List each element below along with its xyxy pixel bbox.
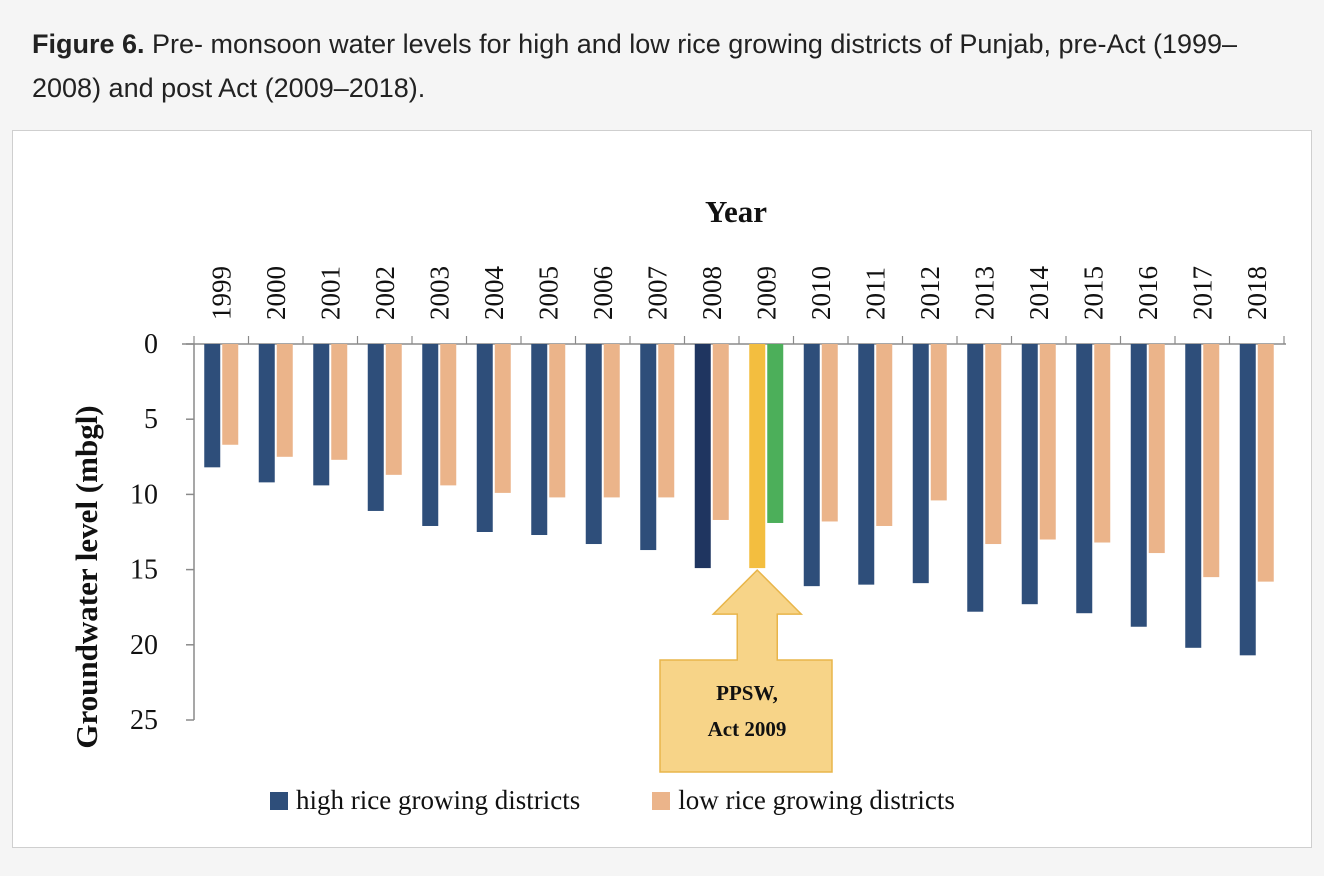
bar-low-2010 [821,344,838,522]
callout-line-2: Act 2009 [708,717,787,741]
bar-low-2016 [1148,344,1165,554]
x-tick-label: 2012 [915,266,945,320]
bar-high-2015 [1076,344,1093,614]
x-tick-label: 2008 [697,266,727,320]
legend-swatch-high [270,791,288,810]
bar-high-2016 [1130,344,1147,627]
bar-low-2018 [1257,344,1274,582]
x-axis-title: Year [705,194,767,229]
bar-high-2002 [367,344,384,511]
bar-low-2007 [658,344,675,498]
bar-low-1999 [222,344,239,445]
x-tick-label: 2014 [1024,266,1054,321]
bar-high-2006 [585,344,602,545]
legend-item-high: high rice growing districts [270,785,580,816]
bar-low-2009 [767,344,784,523]
bar-low-2000 [276,344,293,457]
bar-low-2001 [331,344,348,460]
bar-low-2006 [603,344,620,498]
y-tick-label: 0 [144,329,158,360]
bar-high-2003 [422,344,439,526]
bar-high-2007 [640,344,657,551]
bar-low-2004 [494,344,511,493]
bar-low-2013 [985,344,1002,545]
bar-low-2005 [549,344,566,498]
x-tick-label: 2011 [860,267,890,320]
x-tick-label: 2009 [751,266,781,320]
bar-low-2002 [385,344,402,475]
bar-high-1999 [204,344,221,468]
y-tick-label: 10 [130,479,158,510]
figure-label: Figure 6. [32,29,145,59]
callout-group: PPSW, Act 2009 [659,569,833,773]
bar-low-2015 [1094,344,1111,543]
y-tick-label: 5 [144,404,158,435]
x-tick-label: 2003 [424,266,454,320]
figure-caption: Figure 6. Pre- monsoon water levels for … [32,22,1302,110]
x-tick-label: 2004 [479,266,509,321]
legend-label-high: high rice growing districts [296,785,581,815]
bar-low-2012 [930,344,947,501]
figure-caption-text: Pre- monsoon water levels for high and l… [32,29,1238,103]
bar-high-2005 [531,344,548,536]
x-tick-label: 2015 [1078,266,1108,320]
bar-high-2018 [1239,344,1256,656]
x-tick-label: 2007 [642,266,672,320]
y-tick-label: 25 [130,705,158,736]
chart-legend: high rice growing districts low rice gro… [270,785,1027,816]
bar-low-2014 [1039,344,1056,540]
x-tick-label: 2000 [261,266,291,320]
bar-high-2009 [749,344,766,569]
bar-high-2013 [967,344,984,612]
y-tick-label: 20 [130,630,158,661]
bar-high-2014 [1021,344,1038,605]
x-tick-label: 1999 [206,266,236,320]
bar-high-2012 [912,344,929,584]
callout-line-1: PPSW, [716,681,778,705]
bar-high-2001 [313,344,330,486]
x-tick-label: 2005 [533,266,563,320]
x-tick-label: 2002 [370,266,400,320]
x-tick-label: 2010 [806,266,836,320]
x-tick-label: 2017 [1187,266,1217,320]
x-tick-label: 2013 [969,266,999,320]
bar-high-2011 [858,344,875,585]
axes-group: 0 5 10 15 20 25 1999 2000 2001 2002 2003 2004 2005 20… [130,266,1286,736]
legend-swatch-low [652,791,671,810]
bar-high-2017 [1185,344,1202,648]
bar-high-2010 [803,344,820,587]
bars-group [204,344,1274,656]
bar-low-2003 [440,344,457,486]
act-callout-shape [659,569,833,773]
bar-high-2008 [694,344,711,569]
y-tick-label: 15 [130,555,158,586]
bar-low-2008 [712,344,729,520]
x-tick-label: 2018 [1242,266,1272,320]
y-axis-title: Groundwater level (mbgl) [69,405,104,748]
x-tick-label: 2001 [315,266,345,320]
x-tick-label: 2006 [588,266,618,320]
bar-high-2004 [476,344,493,532]
legend-label-low: low rice growing districts [678,785,955,815]
bar-low-2011 [876,344,893,526]
bar-high-2000 [258,344,275,483]
x-tick-label: 2016 [1133,266,1163,320]
legend-item-low: low rice growing districts [652,785,955,816]
bar-low-2017 [1203,344,1220,578]
